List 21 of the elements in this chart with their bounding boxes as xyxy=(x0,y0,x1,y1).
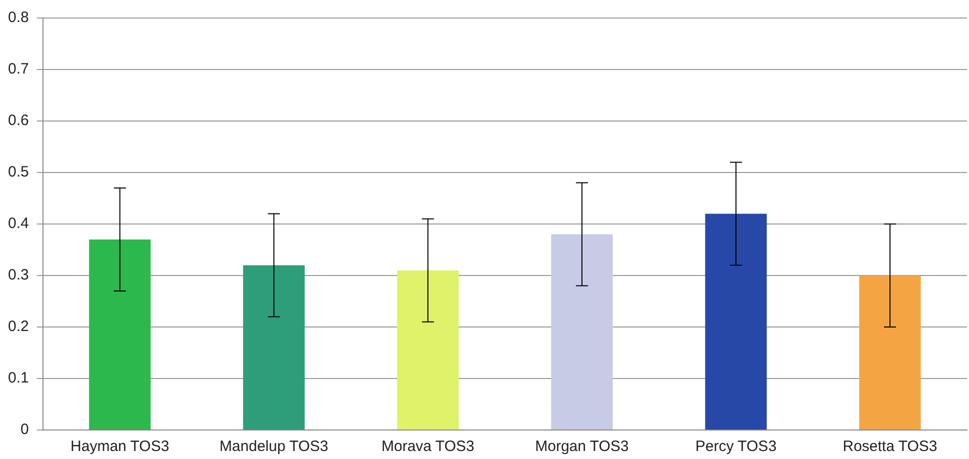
x-tick-label: Morgan TOS3 xyxy=(535,438,629,456)
bar xyxy=(243,265,305,430)
bar xyxy=(551,234,613,430)
y-tick-label: 0.2 xyxy=(8,318,29,336)
y-tick-label: 0.4 xyxy=(8,215,29,232)
x-tick-label: Rosetta TOS3 xyxy=(842,438,938,456)
y-tick-label: 0.5 xyxy=(8,164,29,181)
y-tick-label: 0.7 xyxy=(8,60,29,78)
bar xyxy=(859,276,921,430)
y-tick-label: 0.1 xyxy=(8,370,29,387)
x-tick-label: Mandelup TOS3 xyxy=(220,438,328,456)
x-tick-label: Hayman TOS3 xyxy=(70,438,170,456)
y-tick-label: 0 xyxy=(20,421,29,438)
y-tick-label: 0.6 xyxy=(8,112,29,130)
bar xyxy=(397,270,459,430)
x-tick-label: Morava TOS3 xyxy=(382,438,474,456)
bar xyxy=(89,239,151,430)
bar xyxy=(705,214,767,430)
y-tick-label: 0.3 xyxy=(8,266,29,284)
y-tick-label: 0.8 xyxy=(8,9,29,26)
x-tick-label: Percy TOS3 xyxy=(695,438,777,456)
